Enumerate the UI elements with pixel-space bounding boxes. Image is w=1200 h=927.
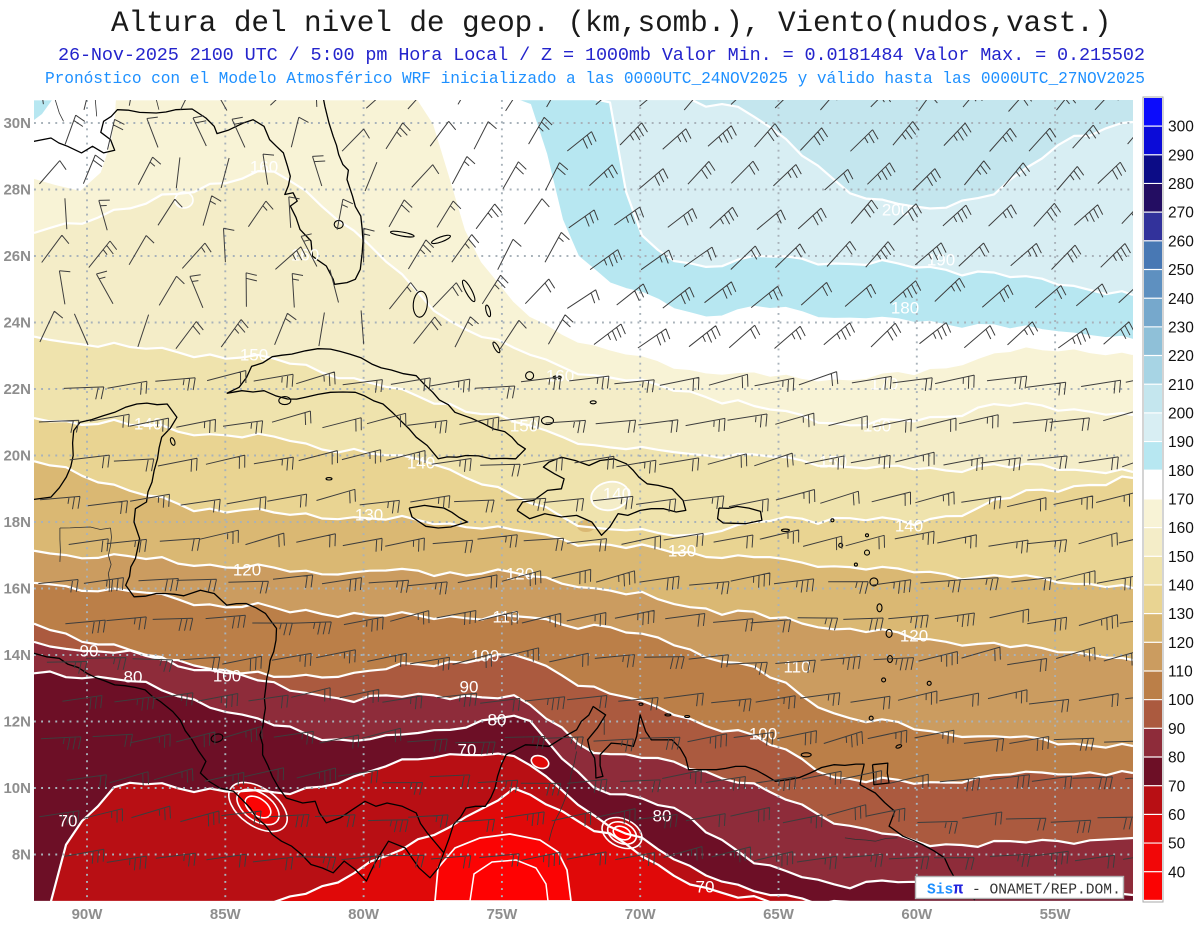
svg-text:30N: 30N [3,115,31,132]
svg-text:170: 170 [1168,492,1194,509]
svg-text:130: 130 [355,506,383,525]
svg-text:100: 100 [213,667,241,686]
svg-text:200: 200 [882,201,910,220]
svg-text:55W: 55W [1040,906,1072,923]
svg-text:210: 210 [1168,377,1194,394]
svg-text:130: 130 [1168,606,1194,623]
svg-text:50: 50 [1168,836,1186,853]
svg-text:250: 250 [1168,262,1194,279]
svg-text:90: 90 [80,642,99,661]
svg-text:140: 140 [895,517,923,536]
svg-text:12N: 12N [3,714,31,731]
svg-text:40: 40 [1168,864,1186,881]
svg-text:150: 150 [240,346,268,365]
svg-text:110: 110 [1168,664,1193,681]
svg-text:26-Nov-2025 2100 UTC / 5:00 p: 26-Nov-2025 2100 UTC / 5:00 pm Hora Loca… [58,45,1145,66]
svg-text:14N: 14N [3,647,31,664]
svg-text:290: 290 [1168,147,1194,164]
svg-text:270: 270 [1168,205,1194,222]
svg-text:70: 70 [1168,778,1186,795]
svg-text:Altura del nivel de geop. (km,: Altura del nivel de geop. (km,somb.), Vi… [111,7,1112,40]
svg-text:Sisπ - ONAMET/REP.DOM.: Sisπ - ONAMET/REP.DOM. [927,880,1121,899]
svg-text:90: 90 [1168,721,1186,738]
svg-text:110: 110 [492,608,519,627]
svg-text:8N: 8N [12,847,31,864]
svg-text:300: 300 [1168,119,1194,136]
svg-text:130: 130 [668,542,696,561]
svg-text:20N: 20N [3,448,31,465]
svg-text:65W: 65W [763,906,795,923]
svg-text:150: 150 [510,417,538,436]
svg-text:160: 160 [546,367,574,386]
svg-text:140: 140 [134,415,162,434]
svg-text:70: 70 [696,878,715,897]
svg-text:24N: 24N [3,315,31,332]
svg-text:180: 180 [1168,463,1194,480]
svg-text:220: 220 [1168,348,1194,365]
svg-text:80: 80 [1168,750,1186,767]
svg-text:150: 150 [1168,549,1194,566]
svg-text:22N: 22N [3,381,31,398]
svg-text:190: 190 [1168,434,1194,451]
svg-text:230: 230 [1168,319,1194,336]
svg-text:160: 160 [1168,520,1194,537]
svg-text:80W: 80W [348,906,380,923]
svg-text:120: 120 [233,561,261,580]
svg-text:70W: 70W [625,906,657,923]
svg-text:260: 260 [1168,233,1194,250]
svg-text:280: 280 [1168,176,1194,193]
svg-text:90W: 90W [72,906,104,923]
svg-text:60: 60 [1168,807,1186,824]
svg-text:18N: 18N [3,514,31,531]
svg-text:75W: 75W [486,906,518,923]
svg-text:120: 120 [1168,635,1194,652]
svg-text:190: 190 [927,251,955,270]
svg-text:240: 240 [1168,291,1194,308]
svg-text:140: 140 [407,454,435,473]
svg-text:160: 160 [250,158,278,177]
svg-text:90: 90 [460,678,479,697]
svg-text:Pronóstico con el Modelo Atmos: Pronóstico con el Modelo Atmosférico WRF… [45,70,1145,88]
svg-text:28N: 28N [3,182,31,199]
svg-text:140: 140 [1168,578,1194,595]
svg-text:100: 100 [1168,692,1194,709]
svg-text:80: 80 [124,668,143,687]
svg-text:85W: 85W [210,906,242,923]
svg-text:80: 80 [488,711,507,730]
svg-text:180: 180 [891,299,919,318]
svg-text:200: 200 [1168,406,1194,423]
svg-text:70: 70 [458,741,477,760]
svg-text:16N: 16N [3,581,31,598]
svg-text:60W: 60W [901,906,933,923]
svg-text:26N: 26N [3,248,31,265]
svg-text:120: 120 [900,627,928,646]
svg-text:10N: 10N [3,780,31,797]
